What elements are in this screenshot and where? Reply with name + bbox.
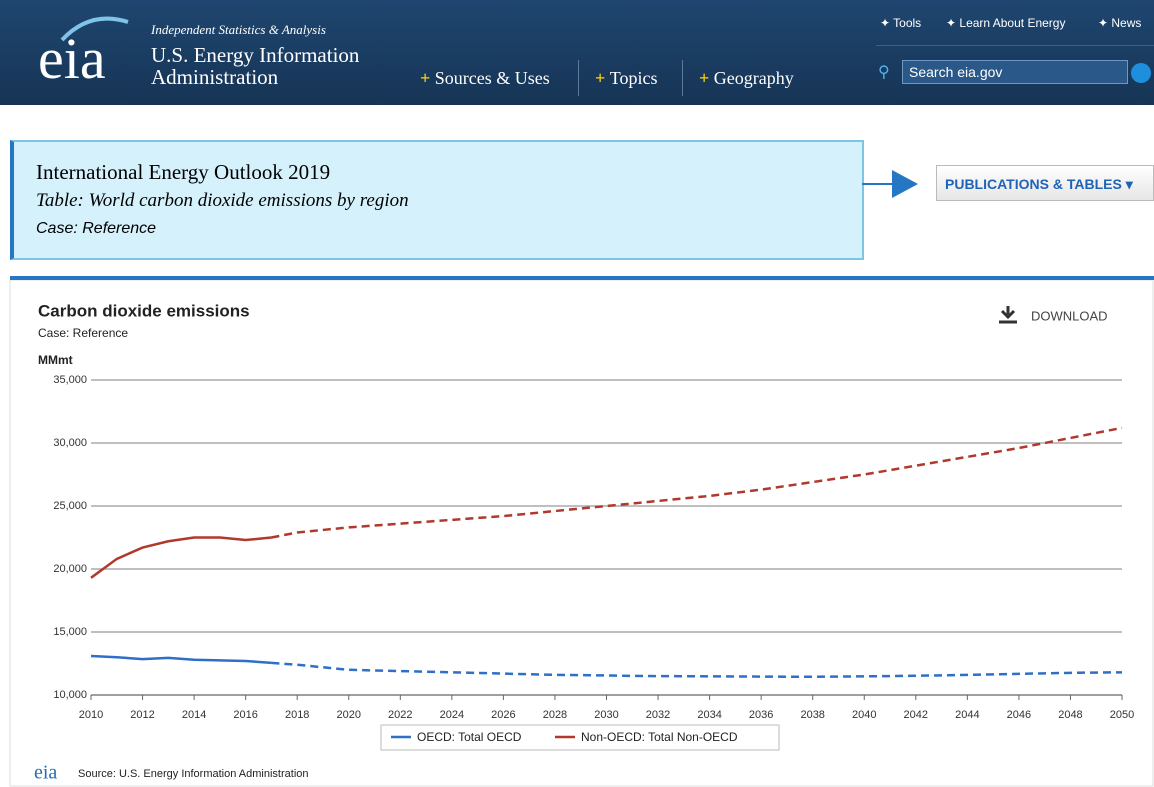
nav-separator <box>578 60 579 96</box>
banner: International Energy Outlook 2019 Table:… <box>10 140 864 260</box>
download-link[interactable]: DOWNLOAD <box>1031 308 1108 323</box>
nav-label: Topics <box>609 68 658 88</box>
divider <box>876 45 1154 46</box>
top-link-label: Learn About Energy <box>959 16 1066 30</box>
x-tick-label: 2018 <box>285 709 309 721</box>
nav-label: Geography <box>713 68 794 88</box>
top-link[interactable]: ✦ News <box>1098 16 1142 30</box>
x-tick-label: 2024 <box>440 709 464 721</box>
logo-swoosh <box>60 16 129 42</box>
arrow <box>862 170 918 198</box>
y-axis-label: MMmt <box>38 353 73 367</box>
x-tick-label: 2022 <box>388 709 412 721</box>
chart-title: Carbon dioxide emissions <box>38 301 250 320</box>
search-box[interactable]: Search eia.gov <box>902 60 1128 84</box>
x-tick-label: 2020 <box>337 709 361 721</box>
x-tick-label: 2044 <box>955 709 979 721</box>
top-link[interactable]: ✦ Tools <box>880 16 922 30</box>
nav-item[interactable]: + Sources & Uses <box>420 68 550 88</box>
top-link[interactable]: ✦ Learn About Energy <box>946 16 1066 30</box>
top-link-label: News <box>1111 16 1142 30</box>
org-name: U.S. Energy Information Administration <box>151 44 359 88</box>
org-line: U.S. Energy Information <box>151 43 360 67</box>
search-icon: ⚲ <box>878 64 890 81</box>
logo[interactable]: eia <box>38 26 106 91</box>
top-link-label: Tools <box>893 16 922 30</box>
source: Source: U.S. Energy Information Administ… <box>78 768 309 780</box>
y-tick-label: 35,000 <box>53 374 87 386</box>
nav-item[interactable]: + Geography <box>699 68 794 88</box>
legend-label: OECD: Total OECD <box>417 730 522 744</box>
source-logo: eia <box>34 762 57 784</box>
x-tick-label: 2034 <box>697 709 721 721</box>
x-tick-label: 2012 <box>130 709 154 721</box>
button-label: PUBLICATIONS & TABLES <box>945 176 1122 192</box>
download-icon <box>999 306 1017 324</box>
x-tick-label: 2016 <box>233 709 257 721</box>
publications-button[interactable]: PUBLICATIONS & TABLES ▾ <box>936 165 1154 201</box>
y-tick-label: 30,000 <box>53 437 87 449</box>
x-tick-label: 2038 <box>800 709 824 721</box>
projection-line <box>271 661 1123 678</box>
x-tick-label: 2042 <box>904 709 928 721</box>
y-tick-label: 10,000 <box>53 689 87 701</box>
section-rule <box>10 276 1154 280</box>
chart: Carbon dioxide emissions Case: Reference… <box>9 280 1154 787</box>
header: eia Independent Statistics & Analysis U.… <box>0 0 1154 105</box>
x-tick-label: 2046 <box>1007 709 1031 721</box>
x-tick-label: 2032 <box>646 709 670 721</box>
y-tick-label: 15,000 <box>53 626 87 638</box>
x-tick-label: 2048 <box>1058 709 1082 721</box>
tagline: Independent Statistics & Analysis <box>151 22 326 37</box>
banner-table: Table: World carbon dioxide emissions by… <box>36 190 409 211</box>
nav-item[interactable]: + Topics <box>595 68 658 88</box>
legend-label: Non-OECD: Total Non-OECD <box>581 730 738 744</box>
banner-title: International Energy Outlook 2019 <box>36 160 331 184</box>
chart-panel <box>9 280 1154 787</box>
history-line <box>90 654 272 665</box>
x-tick-label: 2010 <box>79 709 103 721</box>
history-line <box>90 536 272 579</box>
y-tick-label: 25,000 <box>53 500 87 512</box>
banner-case: Case: Reference <box>36 220 157 237</box>
y-tick-label: 20,000 <box>53 563 87 575</box>
chart-subtitle: Case: Reference <box>38 326 128 340</box>
x-tick-label: 2026 <box>491 709 515 721</box>
x-tick-label: 2050 <box>1110 709 1134 721</box>
x-tick-label: 2040 <box>852 709 876 721</box>
nav-label: Sources & Uses <box>434 68 550 88</box>
x-tick-label: 2036 <box>749 709 773 721</box>
legend <box>380 724 780 751</box>
search-button[interactable] <box>1131 63 1151 83</box>
x-tick-label: 2014 <box>182 709 206 721</box>
x-tick-label: 2030 <box>594 709 618 721</box>
org-line: Administration <box>151 65 279 89</box>
nav-separator <box>682 60 683 96</box>
x-tick-label: 2028 <box>543 709 567 721</box>
